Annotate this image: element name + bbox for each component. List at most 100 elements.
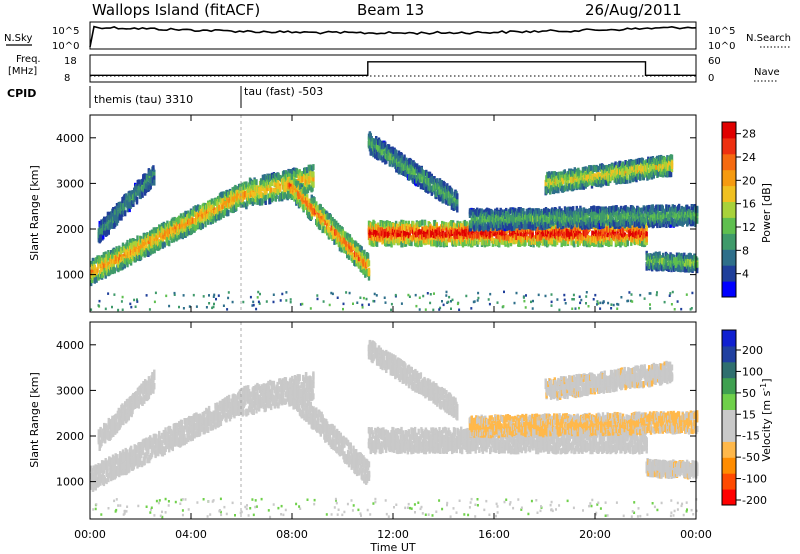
data-cell <box>388 221 391 227</box>
data-cell <box>188 221 191 228</box>
data-cell <box>160 222 164 229</box>
data-cell <box>247 186 250 193</box>
data-cell <box>310 180 313 187</box>
data-cell <box>301 188 304 195</box>
data-cell <box>287 191 290 197</box>
data-cell <box>347 253 351 260</box>
data-cell <box>190 228 194 234</box>
data-cell <box>358 251 362 258</box>
data-cell <box>362 268 365 275</box>
data-cell <box>334 233 337 240</box>
noise-tick-left-bottom: 10^0 <box>52 41 79 52</box>
data-cell <box>134 240 137 247</box>
data-cell <box>223 198 226 205</box>
data-cell <box>142 241 145 248</box>
data-cell <box>217 204 221 211</box>
data-cell <box>272 192 276 199</box>
data-cell <box>305 167 309 174</box>
data-cell <box>317 212 321 219</box>
data-cell <box>264 194 267 201</box>
data-cell <box>172 220 175 227</box>
data-cell <box>385 236 389 243</box>
data-cell <box>308 184 311 191</box>
data-cell <box>289 186 293 193</box>
nave-tick-top: 60 <box>708 56 721 67</box>
data-cell <box>311 185 314 192</box>
data-cell <box>251 199 254 206</box>
data-cell <box>175 217 178 224</box>
data-cell <box>150 229 154 236</box>
data-cell <box>273 179 276 186</box>
data-cell <box>274 188 277 194</box>
data-cell <box>275 193 278 199</box>
data-cell <box>347 241 351 248</box>
data-cell <box>169 225 173 232</box>
data-cell <box>145 244 148 251</box>
data-cell <box>258 184 262 191</box>
data-cell <box>306 197 309 204</box>
data-cell <box>165 225 168 232</box>
data-cell <box>210 205 214 211</box>
data-cell <box>128 258 131 265</box>
data-cell <box>91 273 95 280</box>
data-cell <box>384 240 388 247</box>
data-cell <box>171 227 174 234</box>
data-cell <box>96 266 99 273</box>
data-cell <box>159 236 163 243</box>
data-cell <box>304 203 307 210</box>
data-cell <box>326 213 330 220</box>
data-cell <box>373 230 376 237</box>
data-cell <box>153 247 156 254</box>
nave-label: Nave <box>754 67 780 78</box>
data-cell <box>100 268 103 274</box>
data-cell <box>254 196 257 203</box>
data-cell <box>185 222 188 229</box>
data-cell <box>219 197 223 204</box>
data-cell <box>375 240 379 247</box>
data-cell <box>320 216 323 222</box>
data-cell <box>126 243 129 249</box>
data-cell <box>304 178 308 185</box>
data-cell <box>356 249 360 256</box>
data-cell <box>272 188 276 194</box>
data-cell <box>111 259 115 266</box>
data-cell <box>126 239 129 246</box>
data-cell <box>283 191 287 198</box>
nsearch-label: N.Search <box>746 33 791 44</box>
data-cell <box>160 226 164 233</box>
data-cell <box>346 252 349 259</box>
data-cell <box>260 185 264 192</box>
data-cell <box>131 255 135 262</box>
data-cell <box>345 247 348 254</box>
data-cell <box>191 217 194 224</box>
data-cell <box>421 219 424 226</box>
data-cell <box>138 250 141 257</box>
data-cell <box>254 192 257 199</box>
data-cell <box>290 174 293 181</box>
beam-title: Beam 13 <box>357 1 424 19</box>
data-cell <box>379 231 382 238</box>
freq-tick-top: 18 <box>64 56 77 67</box>
data-cell <box>262 193 265 200</box>
data-cell <box>204 221 207 228</box>
data-cell <box>338 241 342 248</box>
data-cell <box>337 232 341 239</box>
data-cell <box>124 210 127 217</box>
data-cell <box>172 236 175 243</box>
data-cell <box>144 239 147 246</box>
data-cell <box>294 192 297 199</box>
data-cell <box>185 210 188 217</box>
data-cell <box>312 171 315 178</box>
data-cell <box>129 257 133 264</box>
data-cell <box>355 241 358 248</box>
data-cell <box>125 248 128 255</box>
data-cell <box>318 224 322 231</box>
data-cell <box>252 192 255 198</box>
data-cell <box>343 241 346 248</box>
data-cell <box>143 245 146 252</box>
data-cell <box>234 194 237 201</box>
data-cell <box>269 181 272 188</box>
data-cell <box>147 249 150 256</box>
data-cell <box>349 249 352 256</box>
data-cell <box>227 210 230 217</box>
